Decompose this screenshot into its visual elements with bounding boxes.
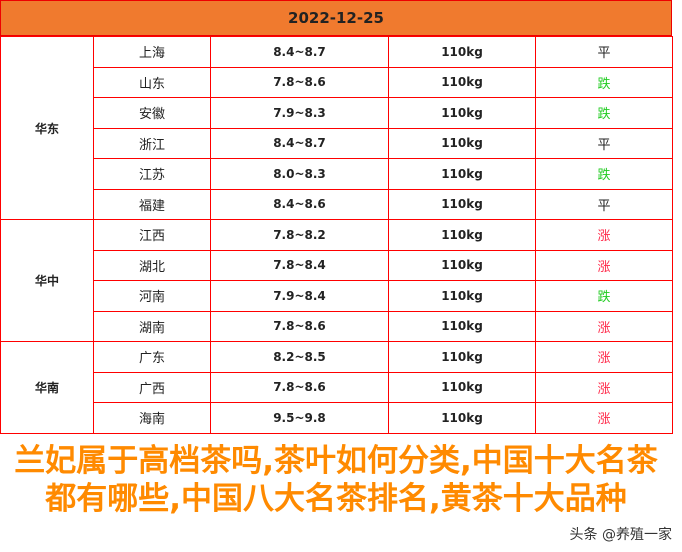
trend-cell: 涨: [535, 310, 673, 342]
region-cell: 华东: [0, 36, 94, 220]
table-row: 华东 上海 8.4~8.7 110kg 平: [0, 36, 673, 220]
price-range-cell: 7.9~8.4: [210, 280, 389, 312]
weight-cell: 110kg: [388, 280, 536, 312]
trend-cell: 平: [535, 188, 673, 220]
province-cell: 山东: [93, 66, 211, 98]
weight-cell: 110kg: [388, 97, 536, 129]
province-cell: 湖北: [93, 249, 211, 281]
price-range-cell: 7.8~8.6: [210, 310, 389, 342]
weight-cell: 110kg: [388, 249, 536, 281]
province-cell: 福建: [93, 188, 211, 220]
price-range-cell: 9.5~9.8: [210, 402, 389, 434]
weight-cell: 110kg: [388, 341, 536, 373]
trend-cell: 跌: [535, 158, 673, 190]
weight-cell: 110kg: [388, 188, 536, 220]
weight-cell: 110kg: [388, 158, 536, 190]
trend-cell: 跌: [535, 66, 673, 98]
table-row: 华中 江西 7.8~8.2 110kg 涨: [0, 219, 673, 342]
province-cell: 江苏: [93, 158, 211, 190]
trend-cell: 涨: [535, 371, 673, 403]
table-row: 广西 7.8~8.6 110kg 涨: [1, 371, 673, 403]
watermark: 头条 @养殖一家: [569, 526, 672, 543]
table-row: 安徽 7.9~8.3 110kg 跌: [1, 97, 673, 129]
weight-cell: 110kg: [388, 66, 536, 98]
table-row: 海南 9.5~9.8 110kg 涨: [1, 402, 673, 434]
province-cell: 河南: [93, 280, 211, 312]
region-cell: 华中: [0, 219, 94, 342]
trend-cell: 涨: [535, 219, 673, 251]
weight-cell: 110kg: [388, 36, 536, 68]
price-range-cell: 8.0~8.3: [210, 158, 389, 190]
trend-cell: 平: [535, 36, 673, 68]
province-cell: 海南: [93, 402, 211, 434]
trend-cell: 涨: [535, 341, 673, 373]
province-cell: 浙江: [93, 127, 211, 159]
trend-cell: 涨: [535, 249, 673, 281]
weight-cell: 110kg: [388, 310, 536, 342]
trend-cell: 跌: [535, 97, 673, 129]
trend-cell: 平: [535, 127, 673, 159]
table-row: 华南 广东 8.2~8.5 110kg 涨: [0, 341, 673, 434]
province-cell: 江西: [93, 219, 211, 251]
price-range-cell: 7.8~8.2: [210, 219, 389, 251]
price-range-cell: 8.4~8.7: [210, 36, 389, 68]
province-cell: 安徽: [93, 97, 211, 129]
price-range-cell: 8.4~8.6: [210, 188, 389, 220]
trend-cell: 跌: [535, 280, 673, 312]
table-row: 浙江 8.4~8.7 110kg 平: [1, 127, 673, 159]
province-cell: 上海: [93, 36, 211, 68]
price-table: 华东 上海 8.4~8.7 110kg 平山东 7.8~8.6 110kg 跌安徽 7.9~8.…: [0, 36, 673, 434]
province-cell: 湖南: [93, 310, 211, 342]
price-range-cell: 7.8~8.6: [210, 371, 389, 403]
table-row: 湖北 7.8~8.4 110kg 涨: [1, 249, 673, 281]
weight-cell: 110kg: [388, 402, 536, 434]
table-row: 河南 7.9~8.4 110kg 跌: [1, 280, 673, 312]
price-range-cell: 8.2~8.5: [210, 341, 389, 373]
weight-cell: 110kg: [388, 219, 536, 251]
price-range-cell: 8.4~8.7: [210, 127, 389, 159]
table-header-date: 2022-12-25: [0, 0, 672, 36]
trend-cell: 涨: [535, 402, 673, 434]
region-cell: 华南: [0, 341, 94, 434]
price-range-cell: 7.8~8.4: [210, 249, 389, 281]
table-row: 湖南 7.8~8.6 110kg 涨: [1, 310, 673, 342]
province-cell: 广西: [93, 371, 211, 403]
table-row: 江苏 8.0~8.3 110kg 跌: [1, 158, 673, 190]
weight-cell: 110kg: [388, 127, 536, 159]
province-cell: 广东: [93, 341, 211, 373]
price-range-cell: 7.9~8.3: [210, 97, 389, 129]
overlay-title: 兰妃属于高档茶吗,茶叶如何分类,中国十大名茶都有哪些,中国八大名茶排名,黄茶十大…: [14, 442, 658, 517]
price-range-cell: 7.8~8.6: [210, 66, 389, 98]
weight-cell: 110kg: [388, 371, 536, 403]
table-row: 山东 7.8~8.6 110kg 跌: [1, 66, 673, 98]
table-row: 福建 8.4~8.6 110kg 平: [1, 188, 673, 220]
